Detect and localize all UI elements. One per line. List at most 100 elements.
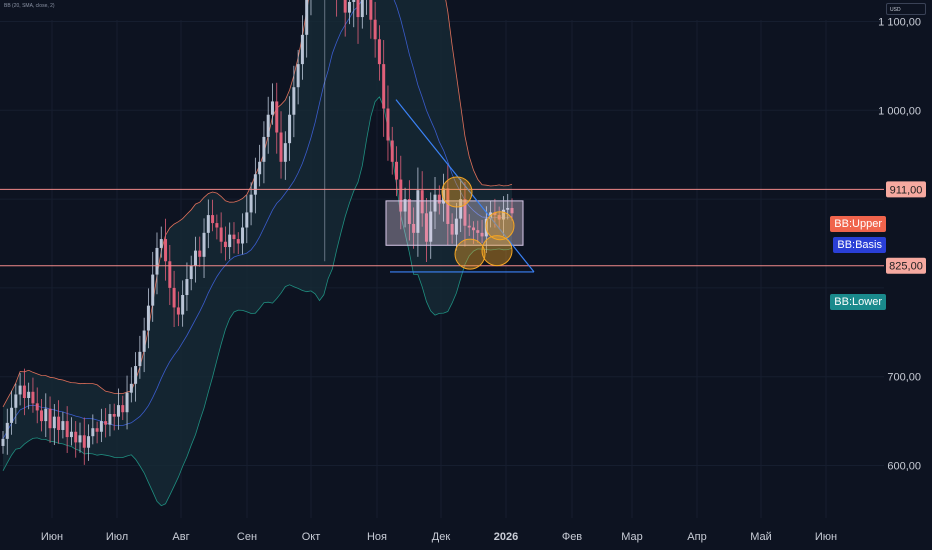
candle-body — [142, 330, 146, 352]
time-tick-label: Апр — [687, 531, 706, 543]
candle-body — [74, 431, 78, 443]
candle-body — [459, 199, 463, 219]
time-tick-label: Окт — [302, 531, 321, 543]
candle-body — [241, 227, 245, 244]
candle-body — [369, 0, 373, 20]
candle-body — [44, 408, 48, 422]
bb-fill-area — [3, 0, 512, 506]
candle-body — [27, 391, 31, 399]
range-box — [385, 200, 524, 246]
indicator-legend[interactable]: BB (20, SMA, close, 2) — [4, 3, 55, 9]
highlight-circle — [481, 235, 513, 267]
candle-body — [198, 250, 202, 257]
time-tick-label: Май — [750, 531, 772, 543]
candle-body — [373, 19, 377, 40]
candle-body — [399, 179, 403, 212]
candle-body — [61, 421, 65, 430]
currency-selector[interactable]: USD — [886, 3, 926, 15]
chart-drawings[interactable] — [385, 99, 535, 273]
highlight-circle — [454, 238, 486, 270]
candle-body — [39, 410, 43, 422]
candle-body — [52, 416, 56, 429]
candle-body — [181, 295, 185, 315]
candle-body — [480, 232, 484, 237]
time-tick-label: Авг — [172, 531, 189, 543]
candle-body — [356, 0, 360, 18]
candle-body — [497, 215, 501, 220]
candle-body — [151, 274, 155, 306]
candle-body — [454, 218, 458, 235]
candle-body — [510, 207, 514, 214]
candle-body — [155, 247, 159, 275]
candle-body — [168, 261, 172, 288]
candle-body — [347, 1, 351, 13]
level-price-label: 825,00 — [889, 261, 923, 273]
candle-body — [211, 215, 215, 224]
candle-body — [395, 161, 399, 180]
candle-body — [1, 438, 5, 446]
candle-body — [116, 405, 120, 417]
bollinger-band-fill — [3, 0, 512, 506]
candle-body — [129, 383, 133, 393]
time-tick-label: Сен — [237, 531, 257, 543]
candle-body — [121, 405, 125, 413]
bb-lower-line — [2, 96, 513, 507]
candle-body — [288, 114, 292, 144]
candle-body — [420, 190, 424, 214]
candle-body — [262, 136, 266, 162]
candle-body — [450, 223, 454, 235]
candle-body — [501, 209, 505, 220]
candle-body — [31, 391, 35, 404]
candle-body — [437, 194, 441, 204]
candle-body — [416, 190, 420, 233]
candle-body — [35, 403, 39, 411]
candle-body — [215, 223, 219, 228]
candle-body — [57, 416, 61, 430]
candle-body — [10, 407, 14, 423]
candle-body — [343, 0, 347, 13]
candle-body — [476, 230, 480, 233]
candle-body — [206, 215, 210, 233]
time-tick-label: Июн — [815, 531, 837, 543]
price-tick-label: 700,00 — [887, 372, 921, 384]
candle-body — [390, 140, 394, 162]
candle-body — [112, 413, 116, 417]
candle-body — [300, 34, 304, 65]
candle-body — [305, 0, 309, 35]
candle-body — [202, 232, 206, 257]
price-tick-label: 600,00 — [887, 461, 921, 473]
candle-body — [134, 366, 138, 384]
candle-body — [493, 212, 497, 216]
trendline-upper — [395, 99, 535, 273]
candle-body — [91, 428, 95, 437]
level-price-tag — [886, 181, 926, 198]
bb-lower-tag: BB:Lower — [830, 294, 886, 311]
candle-body — [108, 413, 112, 425]
candle-body — [472, 227, 476, 231]
bb-basis-tag: BB:Basis — [833, 237, 886, 254]
candle-body — [125, 392, 129, 413]
candle-body — [412, 223, 416, 233]
candle-body — [65, 421, 69, 438]
price-axis[interactable]: 1 500,001 400,001 300,001 200,001 100,00… — [878, 0, 921, 550]
level-price-label: 911,00 — [890, 184, 923, 196]
candle-body — [146, 305, 150, 331]
candle-body — [189, 265, 193, 280]
candle-body — [446, 188, 450, 224]
candle-body — [164, 239, 168, 262]
candle-body — [283, 143, 287, 162]
candle-body — [87, 436, 91, 448]
candle-body — [386, 108, 390, 141]
time-axis[interactable]: Июн Июл Авг Сен Окт Ноя Дек 2026 Фев Мар Апр Май Июн — [41, 531, 837, 543]
candle-body — [403, 199, 407, 212]
candle-body — [249, 194, 253, 213]
time-tick-label: Фев — [562, 531, 582, 543]
candle-body — [193, 250, 197, 266]
bb-upper-tag: BB:Upper — [830, 215, 886, 232]
highlight-circle — [485, 211, 515, 241]
time-tick-label: Мар — [621, 531, 643, 543]
candle-body — [176, 307, 180, 315]
candle-body — [377, 39, 381, 65]
level-price-tag — [886, 257, 926, 274]
